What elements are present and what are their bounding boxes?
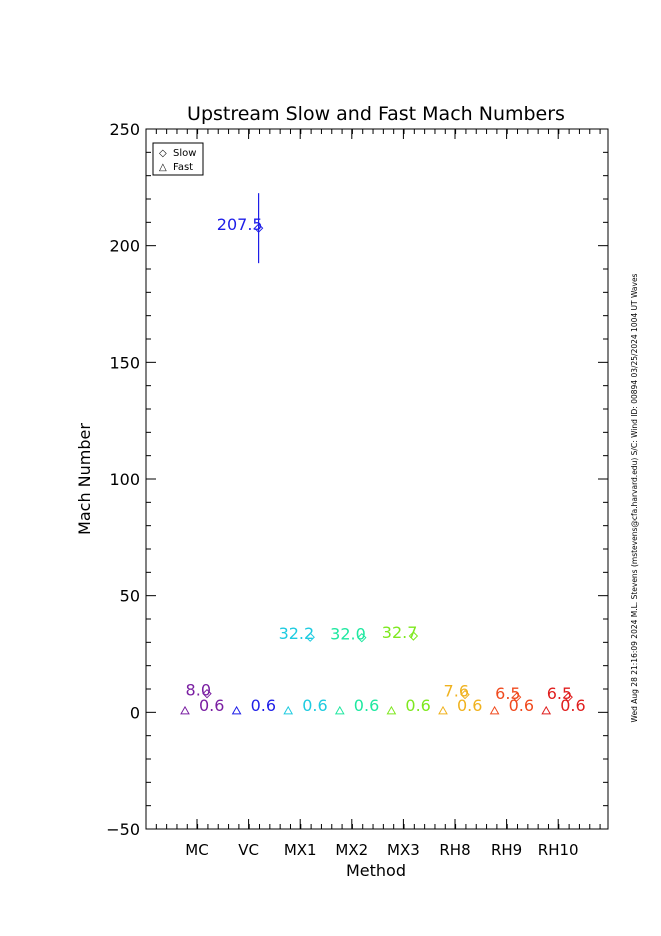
slow-value-label: 32.0	[330, 625, 366, 644]
slow-value-label: 8.0	[186, 681, 211, 700]
fast-point	[283, 705, 294, 715]
y-tick-labels: 250 200 150 100 50 0 −50	[106, 120, 140, 839]
fast-point	[180, 705, 190, 715]
data-marks: 8.0 32.2 32.0 32.7 7.6 6.5 6.5 207.5 0.6 0.6 0.6 0.…	[180, 193, 586, 715]
x-tick-label: RH9	[491, 841, 522, 859]
fast-point	[231, 705, 242, 715]
x-tick-label: MX2	[335, 841, 368, 859]
slow-point	[563, 692, 573, 702]
legend-label-fast: Fast	[173, 162, 193, 173]
slow-value-label: 32.2	[279, 624, 315, 643]
legend-box	[152, 142, 204, 176]
fast-value-label: 0.6	[405, 696, 430, 715]
fast-value-label: 0.6	[302, 696, 327, 715]
legend-symbol-fast: △	[159, 162, 167, 173]
fast-point	[541, 705, 552, 715]
fast-value-label: 0.6	[560, 696, 585, 715]
slow-point	[305, 632, 315, 642]
y-tick-label: 50	[120, 587, 140, 606]
slow-point	[408, 631, 419, 641]
y-tick-label: 150	[109, 353, 140, 372]
x-tick-label: MX1	[284, 841, 317, 859]
slow-value-label: 6.5	[547, 684, 572, 703]
y-tick-label: −50	[106, 820, 140, 839]
y-tick-label: 100	[109, 470, 140, 489]
x-tick-label: VC	[238, 841, 259, 859]
slow-value-label: 32.7	[382, 623, 418, 642]
slow-point	[460, 689, 470, 700]
slow-point	[253, 223, 264, 233]
slow-point	[202, 688, 212, 699]
slow-point	[357, 632, 367, 643]
fast-point	[489, 705, 500, 715]
x-tick-label: MX3	[387, 841, 420, 859]
fast-value-label: 0.6	[354, 696, 379, 715]
x-tick-label: RH10	[538, 841, 579, 859]
slow-value-label: 6.5	[495, 684, 520, 703]
slow-value-label: 7.6	[444, 682, 469, 701]
fast-value-label: 0.6	[251, 696, 276, 715]
x-tick-labels: MC VC MX1 MX2 MX3 RH8 RH9 RH10	[185, 841, 578, 859]
plot-frame	[145, 128, 609, 830]
y-tick-label: 0	[130, 703, 140, 722]
y-tick-label: 250	[109, 120, 140, 139]
x-tick-label: MC	[185, 841, 208, 859]
y-axis-label: Mach Number	[75, 423, 94, 535]
fast-value-label: 0.6	[457, 696, 482, 715]
side-annotation: Wed Aug 28 21:16:09 2024 M.L. Stevens (m…	[630, 273, 639, 722]
y-tick-label: 200	[109, 237, 140, 256]
slow-point	[511, 692, 522, 702]
fast-point	[334, 705, 345, 715]
fast-value-label: 0.6	[509, 696, 534, 715]
x-tick-label: RH8	[439, 841, 470, 859]
chart-title: Upstream Slow and Fast Mach Numbers	[187, 103, 565, 125]
legend-symbol-slow: ◇	[159, 148, 167, 159]
slow-value-label: 207.5	[217, 215, 263, 234]
x-axis-label: Method	[346, 861, 406, 880]
fast-value-label: 0.6	[199, 696, 224, 715]
legend: ◇ Slow △ Fast	[152, 142, 204, 176]
fast-point	[386, 705, 397, 715]
axis-ticks	[146, 128, 608, 830]
legend-label-slow: Slow	[173, 148, 196, 159]
fast-point	[438, 705, 448, 715]
